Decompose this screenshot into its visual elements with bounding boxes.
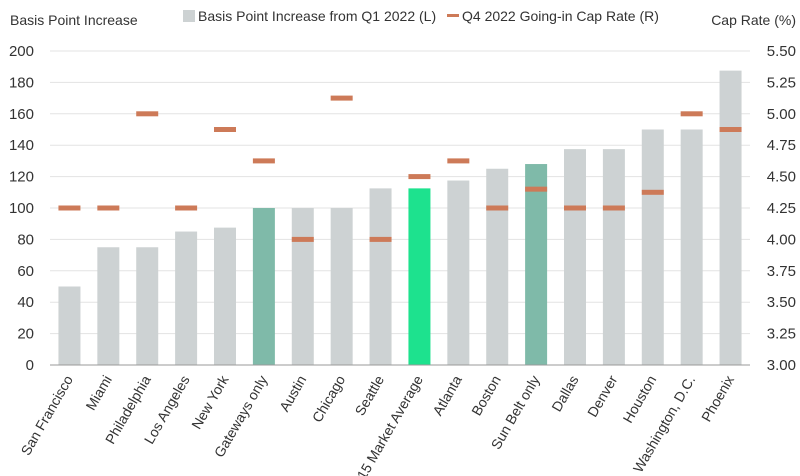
x-category-label: Dallas (548, 373, 581, 415)
y-right-tick-label: 4.50 (767, 169, 796, 186)
x-category-label: Boston (468, 373, 504, 419)
cap-rate-marker-11 (486, 205, 509, 211)
y-right-tick-label: 4.75 (767, 137, 796, 154)
legend-bar-label: Basis Point Increase from Q1 2022 (L) (198, 8, 436, 24)
bar-9 (408, 188, 431, 365)
y-left-tick-label: 100 (9, 200, 34, 217)
bar-5 (252, 208, 275, 365)
legend-bar-swatch (183, 10, 195, 22)
y-left-tick-label: 40 (17, 294, 34, 311)
x-category-label: Phoenix (698, 373, 737, 425)
cap-rate-series (58, 95, 742, 242)
gridlines (50, 50, 750, 335)
bar-3 (175, 231, 198, 365)
y-right-tick-label: 3.75 (767, 263, 796, 280)
y-right-tick-label: 5.25 (767, 74, 796, 91)
y-right-tick-label: 4.00 (767, 231, 796, 248)
y-right-tick-label: 5.00 (767, 106, 796, 123)
x-category-label: Seattle (352, 372, 388, 418)
legend: Basis Point Increase from Q1 2022 (L) Q4… (183, 8, 659, 24)
bar-7 (330, 208, 353, 365)
y-left-tick-label: 180 (9, 74, 34, 91)
cap-rate-marker-16 (680, 111, 703, 117)
y-left-tick-label: 160 (9, 106, 34, 123)
y-left-tick-label: 60 (17, 263, 34, 280)
y-right-tick-label: 3.00 (767, 357, 796, 374)
bar-10 (447, 180, 470, 365)
cap-rate-marker-10 (447, 158, 470, 164)
y-left-tick-label: 200 (9, 43, 34, 60)
y-right-tick-label: 4.25 (767, 200, 796, 217)
cap-rate-marker-15 (641, 189, 664, 195)
x-category-label: Austin (276, 373, 309, 415)
legend-marker-label: Q4 2022 Going-in Cap Rate (R) (462, 8, 659, 24)
cap-rate-marker-9 (408, 174, 431, 180)
x-category-label: Denver (584, 372, 621, 419)
bar-17 (719, 70, 742, 365)
x-category-label: Houston (619, 373, 659, 426)
bar-series (58, 70, 742, 365)
y-axis-right: 3.00 3.25 3.50 3.75 4.00 4.25 4.50 4.75 5.00 5.25… (767, 43, 796, 374)
bar-6 (291, 208, 314, 365)
bar-13 (564, 149, 586, 365)
x-category-label: Atlanta (429, 372, 465, 418)
y-right-tick-label: 3.50 (767, 294, 796, 311)
cap-rate-marker-17 (719, 127, 742, 132)
bar-12 (525, 164, 548, 365)
cap-rate-marker-6 (291, 236, 314, 242)
bar-2 (136, 247, 159, 365)
y-right-tick-label: 3.25 (767, 326, 796, 343)
cap-rate-marker-0 (58, 205, 81, 211)
cap-rate-marker-7 (330, 95, 353, 101)
bar-8 (369, 188, 392, 365)
x-category-label: New York (188, 372, 232, 432)
y-left-tick-label: 140 (9, 137, 34, 154)
cap-rate-marker-2 (136, 111, 159, 117)
bar-11 (486, 168, 509, 365)
y-left-tick-label: 80 (17, 231, 34, 248)
cap-rate-marker-4 (214, 127, 236, 132)
legend-marker-swatch (447, 14, 459, 17)
y-left-tick-label: 20 (17, 326, 34, 343)
cap-rate-marker-8 (369, 236, 392, 242)
y-axis-left: 0 20 40 60 80 100 120 140 160 180 200 (9, 43, 34, 374)
y-axis-left-title: Basis Point Increase (10, 12, 138, 28)
bar-15 (641, 129, 664, 365)
cap-rate-marker-14 (602, 205, 625, 211)
y-left-tick-label: 0 (26, 357, 34, 374)
cap-rate-marker-3 (175, 205, 198, 211)
bar-4 (214, 227, 236, 365)
cap-rate-marker-13 (564, 205, 586, 211)
x-category-label: Miami (82, 373, 115, 413)
y-left-tick-label: 120 (9, 169, 34, 186)
bar-0 (58, 286, 81, 365)
y-right-tick-label: 5.50 (767, 43, 796, 60)
x-category-label: San Francisco (17, 372, 76, 458)
cap-rate-marker-12 (525, 186, 548, 192)
y-axis-right-title: Cap Rate (%) (711, 12, 796, 28)
cap-rate-marker-5 (252, 158, 275, 164)
bar-1 (97, 247, 120, 365)
x-category-label: Chicago (309, 372, 349, 425)
bar-14 (602, 149, 625, 365)
cap-rate-marker-1 (97, 205, 120, 211)
bar-16 (680, 129, 703, 365)
